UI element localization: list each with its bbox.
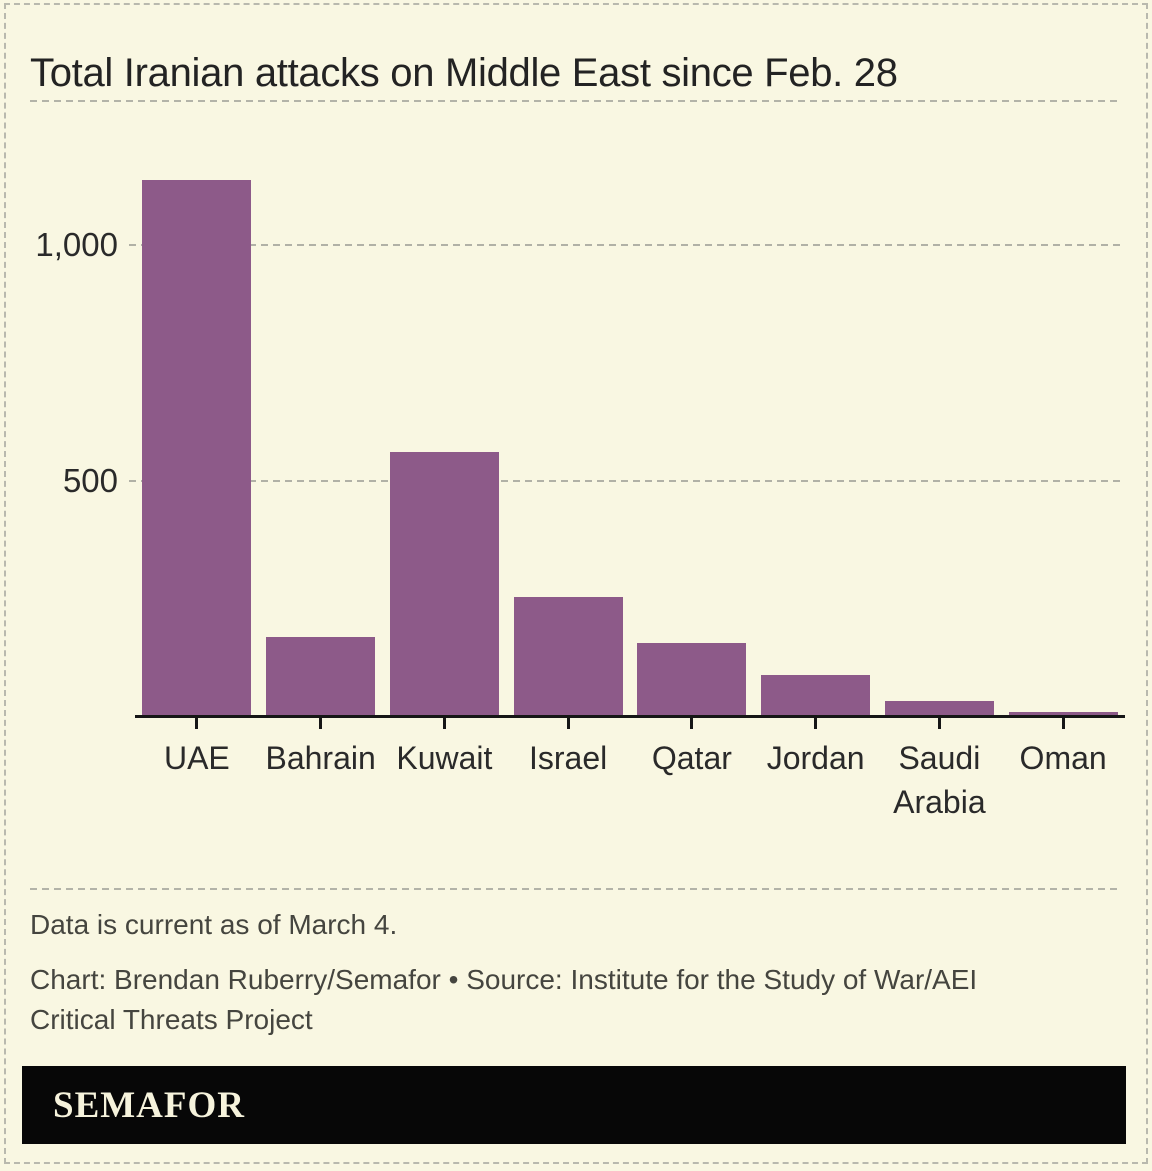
x-tick-oman — [1061, 718, 1065, 729]
x-tick-slot-kuwait — [383, 718, 507, 729]
x-tick-slot-jordan — [754, 718, 878, 729]
bar-uae — [142, 179, 252, 716]
bar-israel — [513, 596, 623, 716]
x-tick-uae — [195, 718, 199, 729]
bar-slot-kuwait — [383, 156, 507, 716]
bar-saudi-arabia — [884, 700, 994, 716]
x-tick-qatar — [690, 718, 694, 729]
y-gridline-500 — [129, 479, 1125, 482]
bars-row — [135, 156, 1125, 716]
x-tick-kuwait — [442, 718, 446, 729]
x-axis-label-uae: UAE — [163, 740, 230, 776]
credit-line-1: Chart: Brendan Ruberry/Semafor • Source:… — [30, 964, 978, 995]
x-axis-label-bahrain: Bahrain — [265, 740, 376, 776]
credit: Chart: Brendan Ruberry/Semafor • Source:… — [30, 960, 1090, 1040]
bar-oman — [1008, 711, 1118, 716]
bar-slot-oman — [1001, 156, 1125, 716]
x-labels-row: UAE Bahrain Kuwait Israel Qatar Jordan Saudi A… — [135, 736, 1125, 824]
bar-slot-saudi-arabia — [878, 156, 1002, 716]
x-tick-saudi-arabia — [937, 718, 941, 729]
x-tick-israel — [566, 718, 570, 729]
x-tick-slot-uae — [135, 718, 259, 729]
x-axis-baseline — [135, 715, 1125, 718]
x-tick-slot-qatar — [630, 718, 754, 729]
x-tick-slot-israel — [506, 718, 630, 729]
bar-qatar — [637, 642, 747, 716]
footnote: Data is current as of March 4. — [30, 909, 398, 940]
x-ticks-row — [135, 718, 1125, 729]
bar-slot-uae — [135, 156, 259, 716]
bar-slot-bahrain — [259, 156, 383, 716]
x-axis-label-israel: Israel — [529, 740, 608, 776]
page-title: Total Iranian attacks on Middle East sin… — [30, 50, 898, 95]
x-tick-bahrain — [319, 718, 323, 729]
x-axis-label-saudi-arabia: Saudi Arabia — [893, 740, 986, 820]
bar-kuwait — [389, 452, 499, 716]
x-tick-jordan — [814, 718, 818, 729]
bar-bahrain — [266, 636, 376, 716]
bar-jordan — [761, 674, 871, 716]
x-axis-label-qatar: Qatar — [651, 740, 732, 776]
x-axis-label-kuwait: Kuwait — [396, 740, 493, 776]
bar-slot-israel — [506, 156, 630, 716]
x-axis-label-jordan: Jordan — [766, 740, 865, 776]
x-tick-slot-saudi-arabia — [878, 718, 1002, 729]
y-tick-label-500: 500 — [62, 461, 118, 499]
logo-bar: SEMAFOR — [22, 1066, 1126, 1144]
credit-line-2: Critical Threats Project — [30, 1004, 313, 1035]
semafor-logo: SEMAFOR — [53, 1084, 245, 1126]
x-tick-slot-bahrain — [259, 718, 383, 729]
bar-slot-jordan — [754, 156, 878, 716]
y-gridline-1000 — [129, 244, 1125, 247]
bar-slot-qatar — [630, 156, 754, 716]
x-axis-label-oman: Oman — [1019, 740, 1107, 776]
title-divider — [30, 100, 1122, 102]
x-tick-slot-oman — [1001, 718, 1125, 729]
bar-chart: 1,000 500 UAE Bahrain Kuwait Israel Qatar Jord… — [35, 156, 1125, 824]
footer-divider — [30, 888, 1122, 890]
y-tick-label-1000: 1,000 — [35, 226, 118, 264]
